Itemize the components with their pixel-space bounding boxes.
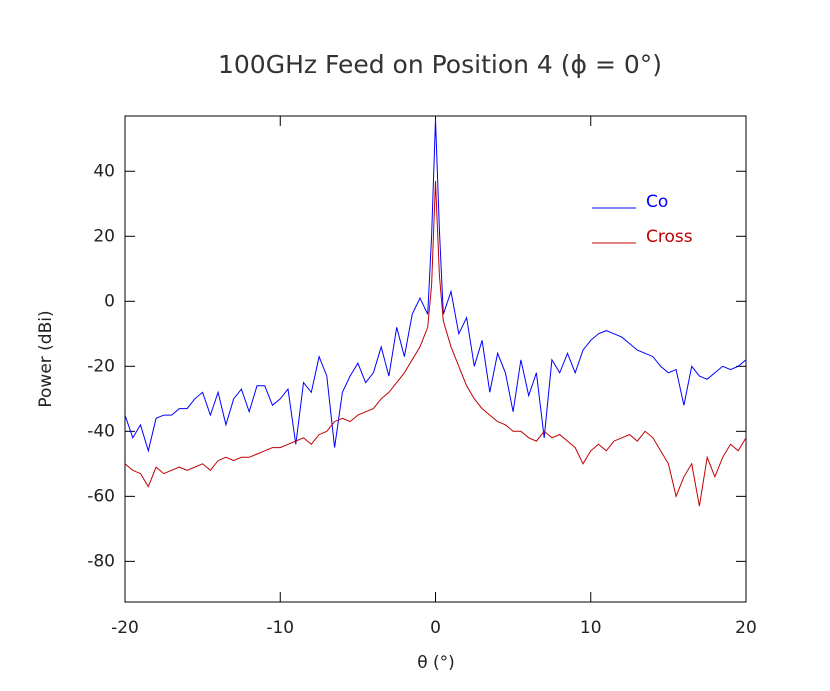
y-tick-label: 20 — [93, 226, 115, 246]
x-tick-label: 20 — [735, 618, 757, 638]
y-tick-label: -20 — [87, 356, 115, 376]
chart-title: 100GHz Feed on Position 4 (ϕ = 0°) — [218, 50, 662, 79]
y-tick-label: 40 — [93, 161, 115, 181]
x-tick-label: 10 — [580, 618, 602, 638]
series-line — [124, 180, 747, 507]
series-line — [124, 119, 747, 453]
y-tick-label: -40 — [87, 421, 115, 441]
y-axis-label: Power (dBi) — [36, 310, 56, 407]
y-tick-label: 0 — [104, 291, 115, 311]
legend-label: Co — [646, 192, 668, 212]
x-axis-label: θ (°) — [417, 653, 455, 673]
x-tick-label: -20 — [111, 618, 139, 638]
legend-label: Cross — [646, 227, 693, 247]
y-tick-label: -80 — [87, 551, 115, 571]
y-tick-label: -60 — [87, 486, 115, 506]
x-tick-label: 0 — [430, 618, 441, 638]
x-tick-label: -10 — [266, 618, 294, 638]
